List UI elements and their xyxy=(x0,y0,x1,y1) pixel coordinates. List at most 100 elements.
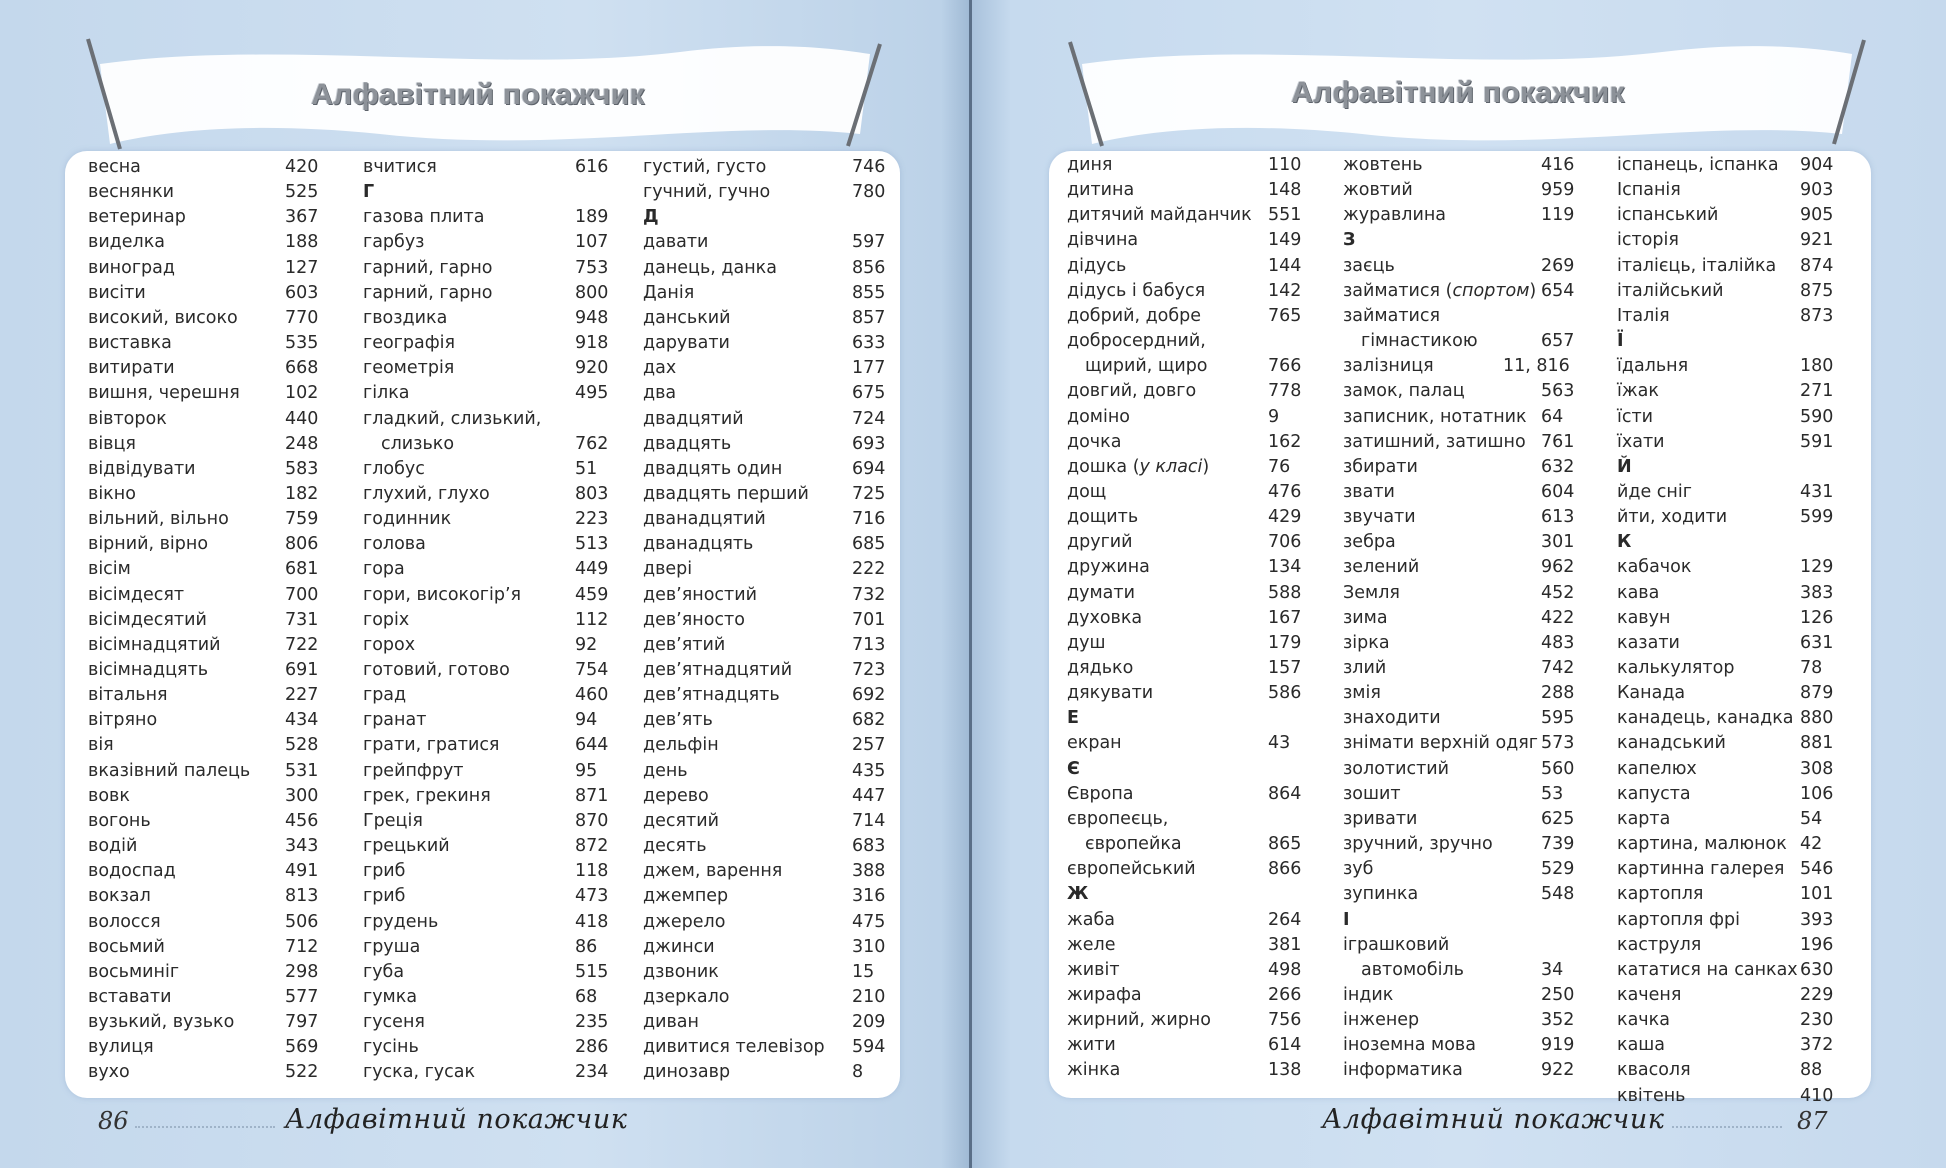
entry-term: дзвоник xyxy=(643,961,719,982)
letter-heading-label: І xyxy=(1343,909,1350,930)
entry-page-number: 919 xyxy=(1541,1035,1575,1056)
entry-term: замок, палац xyxy=(1343,381,1465,402)
entry-term: дерево xyxy=(643,785,709,806)
index-entry: гладкий, слизький, xyxy=(363,407,541,432)
letter-heading-label: Є xyxy=(1067,758,1080,779)
entry-page-number: 127 xyxy=(285,257,319,278)
entry-page-number: 603 xyxy=(285,282,319,303)
index-entry: вісім 681 xyxy=(88,557,318,582)
entry-term: карта xyxy=(1617,808,1671,829)
entry-term: вісімдесят xyxy=(88,584,185,605)
index-entry: італійський 875 xyxy=(1617,279,1833,304)
index-entry: водоспад 491 xyxy=(88,859,318,884)
entry-page-number: 473 xyxy=(575,886,609,907)
index-entry: град 460 xyxy=(363,683,608,708)
entry-page-number: 870 xyxy=(575,810,609,831)
index-card xyxy=(1049,151,1871,1098)
entry-page-number: 780 xyxy=(852,182,886,203)
entry-page-number: 498 xyxy=(1268,959,1302,980)
entry-term: висіти xyxy=(88,282,146,303)
index-entry: гусінь 286 xyxy=(363,1035,608,1060)
index-entry: дельфін 257 xyxy=(643,733,885,758)
entry-page-number: 918 xyxy=(575,333,609,354)
entry-page-number: 42 xyxy=(1800,834,1823,855)
left-page: Алфавітний покажчик 86 Алфавітний покажч… xyxy=(0,0,970,1168)
index-entry: день 435 xyxy=(643,759,885,784)
letter-heading-label: З xyxy=(1343,230,1356,251)
index-entry: каченя 229 xyxy=(1617,983,1833,1008)
entry-term: витирати xyxy=(88,358,175,379)
entry-term: жирний, жирно xyxy=(1067,1010,1211,1031)
index-entry: капелюх 308 xyxy=(1617,757,1833,782)
entry-term: капелюх xyxy=(1617,758,1697,779)
entry-term: каша xyxy=(1617,1035,1666,1056)
entry-term: дельфін xyxy=(643,735,719,756)
entry-term: дах xyxy=(643,358,677,379)
entry-page-number: 308 xyxy=(1800,758,1834,779)
entry-term: їхати xyxy=(1617,431,1665,452)
index-entry: вільний, вільно 759 xyxy=(88,507,318,532)
index-entry: їсти 590 xyxy=(1617,405,1833,430)
entry-term: італієць, італійка xyxy=(1617,255,1777,276)
entry-page-number: 126 xyxy=(1800,607,1834,628)
entry-note-paren: ) xyxy=(1202,456,1210,477)
entry-note-paren: ( xyxy=(1440,280,1453,301)
entry-term: зірка xyxy=(1343,632,1390,653)
entry-term: високий, високо xyxy=(88,307,238,328)
entry-page-number: 8 xyxy=(852,1062,864,1083)
entry-page-number: 167 xyxy=(1268,607,1302,628)
entry-page-number: 701 xyxy=(852,609,886,630)
index-entry: журавлина 119 xyxy=(1343,203,1574,228)
entry-term: грудень xyxy=(363,911,439,932)
entry-term: вулиця xyxy=(88,1037,154,1058)
index-entry: дівчина 149 xyxy=(1067,228,1301,253)
entry-term: вівторок xyxy=(88,408,167,429)
index-entry: висіти 603 xyxy=(88,281,318,306)
index-entry: картина, малюнок 42 xyxy=(1617,832,1822,857)
entry-page-number: 577 xyxy=(285,986,319,1007)
entry-term: їсти xyxy=(1617,406,1654,427)
entry-term: залізниця xyxy=(1343,356,1434,377)
entry-page-number: 316 xyxy=(852,886,886,907)
index-entry: диван 209 xyxy=(643,1010,885,1035)
entry-page-number: 691 xyxy=(285,660,319,680)
index-entry: дах 177 xyxy=(643,356,885,381)
entry-page-number: 857 xyxy=(852,307,886,328)
entry-term: записник, нотатник xyxy=(1343,406,1527,427)
entry-term: дев’ятнадцятий xyxy=(643,660,793,680)
entry-term: вікно xyxy=(88,483,136,504)
entry-page-number: 713 xyxy=(852,634,886,655)
index-entry: гуска, гусак 234 xyxy=(363,1060,608,1085)
index-entry: виставка 535 xyxy=(88,331,318,356)
entry-term: інженер xyxy=(1343,1010,1420,1031)
index-entry: йти, ходити 599 xyxy=(1617,505,1833,530)
entry-page-number: 591 xyxy=(1800,431,1834,452)
index-entry: двадцятий 724 xyxy=(643,407,885,432)
entry-page-number: 86 xyxy=(575,936,598,957)
entry-page-number: 761 xyxy=(1541,431,1575,452)
entry-term: глухий, глухо xyxy=(363,483,490,504)
index-entry: італієць, італійка 874 xyxy=(1617,254,1833,279)
entry-term: гусеня xyxy=(363,1012,425,1033)
entry-page-number: 94 xyxy=(575,710,598,731)
entry-note-paren: ( xyxy=(1127,456,1140,477)
index-entry: думати 588 xyxy=(1067,581,1301,606)
entry-term: інформатика xyxy=(1343,1060,1463,1081)
entry-term: квасоля xyxy=(1617,1060,1691,1081)
index-entry: вісімнадцять 691 xyxy=(88,658,318,683)
entry-term: водоспад xyxy=(88,861,176,882)
index-entry: Данія 855 xyxy=(643,281,885,306)
entry-page-number: 53 xyxy=(1541,783,1564,804)
letter-heading-label: Е xyxy=(1067,708,1079,729)
entry-term: гладкий, слизький, xyxy=(363,408,542,429)
index-entry: горіх 112 xyxy=(363,608,608,633)
entry-page-number: 431 xyxy=(1800,481,1834,502)
index-entry: восьмий 712 xyxy=(88,935,318,960)
entry-term: виделка xyxy=(88,232,166,253)
entry-page-number: 118 xyxy=(575,861,609,882)
entry-term: душ xyxy=(1067,632,1106,653)
entry-page-number: 101 xyxy=(1800,884,1834,905)
index-entry: вірний, вірно 806 xyxy=(88,532,318,557)
entry-page-number: 864 xyxy=(1268,783,1302,804)
entry-page-number: 43 xyxy=(1268,733,1291,754)
